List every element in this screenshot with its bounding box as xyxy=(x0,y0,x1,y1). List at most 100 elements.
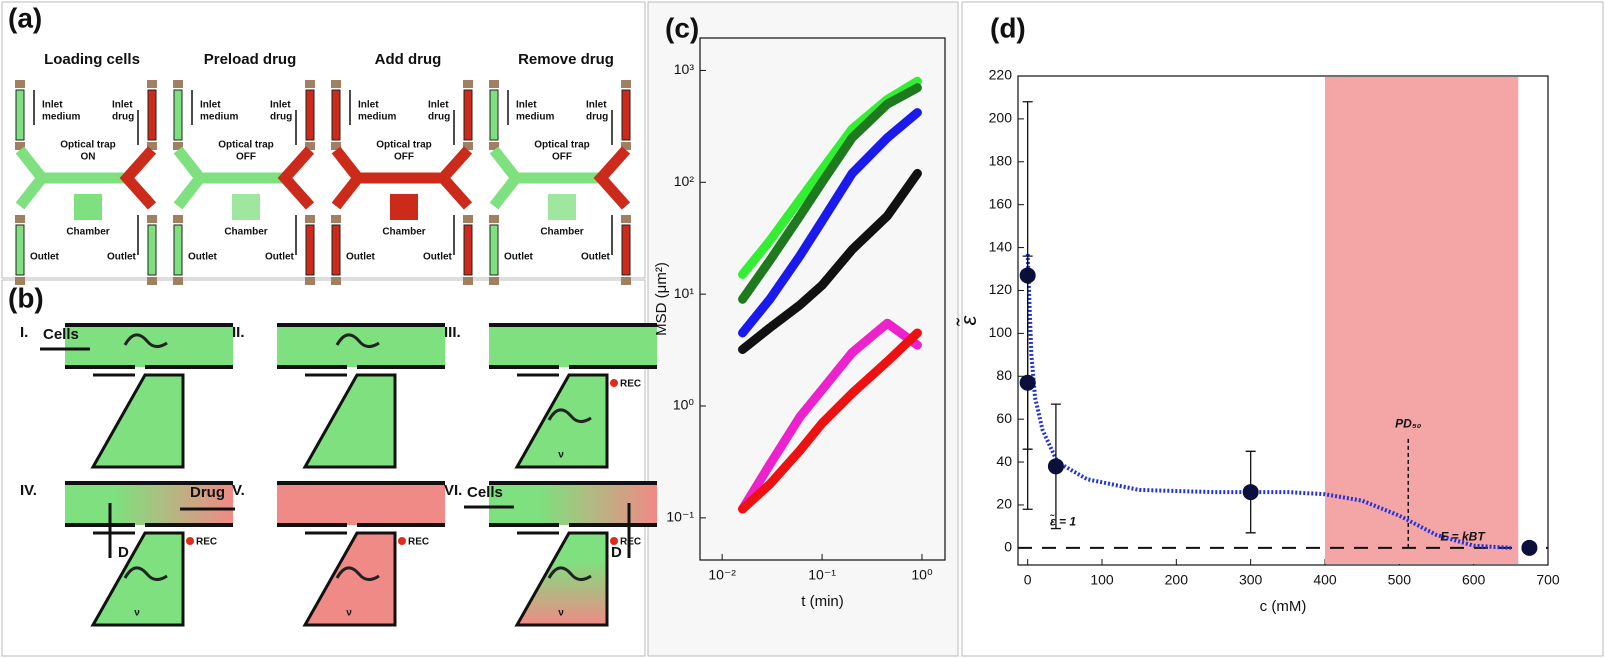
trap-label: Optical trap xyxy=(534,140,590,151)
outlet-label: Outlet xyxy=(423,252,453,263)
y-tick-label: 220 xyxy=(989,67,1013,83)
y-tick-label: 10⁻¹ xyxy=(666,509,694,525)
syringe-cap xyxy=(305,277,315,285)
rec-dot xyxy=(610,537,618,545)
syringe-cap xyxy=(489,80,499,88)
syringe-cap xyxy=(147,80,157,88)
syringe xyxy=(464,90,472,140)
inlet-drug-label: drug xyxy=(112,112,134,123)
chamber xyxy=(390,194,418,220)
channel xyxy=(489,483,657,525)
syringe-cap xyxy=(331,277,341,285)
y-tick-label: 10⁰ xyxy=(673,397,695,413)
inlet-medium-label: medium xyxy=(42,112,80,123)
rec-label: REC xyxy=(408,537,429,548)
trap-label: ON xyxy=(81,152,96,163)
nu-label: ν xyxy=(346,608,352,619)
syringe xyxy=(16,225,24,275)
chamber-label: Chamber xyxy=(224,227,267,238)
syringe xyxy=(332,90,340,140)
step-numeral: II. xyxy=(232,324,245,341)
step-numeral: III. xyxy=(444,324,461,341)
syringe-cap xyxy=(331,215,341,223)
y-tick-label: 10² xyxy=(674,173,695,189)
step-title: Preload drug xyxy=(204,51,297,68)
syringe-cap xyxy=(173,277,183,285)
y-tick-label: 200 xyxy=(989,110,1013,126)
syringe xyxy=(332,225,340,275)
syringe-cap xyxy=(621,215,631,223)
rec-dot xyxy=(398,537,406,545)
channel xyxy=(277,325,445,367)
chamber-label: Chamber xyxy=(382,227,425,238)
data-point xyxy=(1020,375,1036,391)
inlet-medium-label: medium xyxy=(358,112,396,123)
data-point xyxy=(1048,458,1064,474)
chamber xyxy=(74,194,102,220)
syringe xyxy=(174,225,182,275)
trap-label: OFF xyxy=(394,152,414,163)
syringe-cap xyxy=(463,80,473,88)
inlet-drug-label: drug xyxy=(586,112,608,123)
chamber-label: Chamber xyxy=(66,227,109,238)
step-numeral: I. xyxy=(20,324,28,341)
rec-label: REC xyxy=(620,379,641,390)
step-title: Loading cells xyxy=(44,51,140,68)
outlet-label: Outlet xyxy=(265,252,295,263)
y-axis-label: ε̃ xyxy=(956,315,981,326)
syringe-cap xyxy=(489,277,499,285)
cells-label: Cells xyxy=(43,326,79,343)
step-title: Add drug xyxy=(375,51,442,68)
syringe-cap xyxy=(331,80,341,88)
syringe-cap xyxy=(463,215,473,223)
inlet-drug-label: drug xyxy=(428,112,450,123)
panel-c-frame xyxy=(648,2,958,656)
y-tick-label: 60 xyxy=(996,410,1012,426)
nu-label: ν xyxy=(558,608,564,619)
chamber xyxy=(548,194,576,220)
annotation: ε̃ = 1 xyxy=(1050,513,1077,528)
syringe-cap xyxy=(173,215,183,223)
inlet-medium-label: Inlet xyxy=(200,100,221,111)
syringe xyxy=(490,90,498,140)
nu-label: ν xyxy=(134,608,140,619)
x-tick-label: 700 xyxy=(1536,572,1560,588)
outlet-label: Outlet xyxy=(107,252,137,263)
syringe-cap xyxy=(305,215,315,223)
syringe xyxy=(306,90,314,140)
step-title: Remove drug xyxy=(518,51,614,68)
step-numeral: VI. xyxy=(444,482,462,499)
syringe xyxy=(174,90,182,140)
panel-label: (d) xyxy=(990,12,1026,43)
trap-label: Optical trap xyxy=(60,140,116,151)
rec-label: REC xyxy=(196,537,217,548)
syringe-cap xyxy=(305,80,315,88)
syringe xyxy=(490,225,498,275)
trap-label: OFF xyxy=(236,152,256,163)
x-tick-label: 500 xyxy=(1388,572,1412,588)
panel-label: (b) xyxy=(8,282,44,313)
trap-label: Optical trap xyxy=(376,140,432,151)
x-tick-label: 300 xyxy=(1239,572,1263,588)
rec-label: REC xyxy=(620,537,641,548)
inlet-drug-label: Inlet xyxy=(270,100,291,111)
drug-label: Drug xyxy=(190,484,225,501)
nu-label: ν xyxy=(558,450,564,461)
inlet-drug-label: Inlet xyxy=(586,100,607,111)
x-tick-label: 0 xyxy=(1024,572,1032,588)
inlet-medium-label: Inlet xyxy=(358,100,379,111)
syringe-cap xyxy=(147,215,157,223)
x-tick-label: 400 xyxy=(1313,572,1337,588)
rec-dot xyxy=(186,537,194,545)
channel xyxy=(489,325,657,367)
x-tick-label: 10⁰ xyxy=(911,567,933,583)
inlet-medium-label: Inlet xyxy=(42,100,63,111)
chamber xyxy=(232,194,260,220)
x-tick-label: 600 xyxy=(1462,572,1486,588)
inlet-medium-label: medium xyxy=(516,112,554,123)
syringe-cap xyxy=(173,80,183,88)
annotation: E = kBT xyxy=(1440,529,1486,543)
panel-label: (a) xyxy=(8,2,42,33)
outlet-label: Outlet xyxy=(346,252,376,263)
y-axis-label: MSD (μm²) xyxy=(653,262,670,336)
